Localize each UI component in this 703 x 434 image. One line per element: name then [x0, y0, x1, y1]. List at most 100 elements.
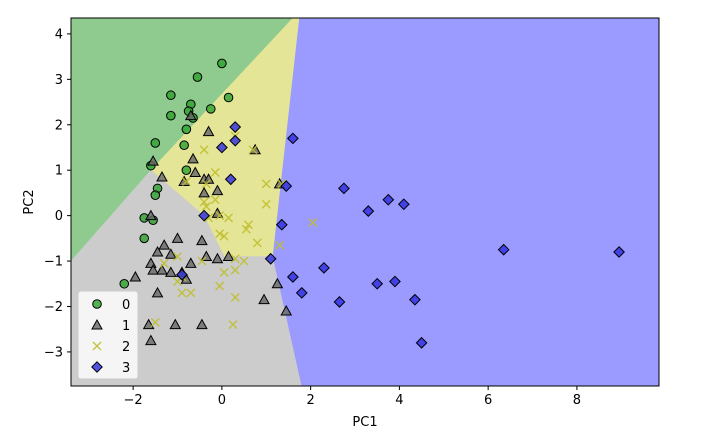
legend-marker-0 — [92, 299, 102, 309]
point-class-1-25 — [129, 270, 142, 282]
point-class-2-10 — [261, 199, 271, 209]
point-class-3-21 — [409, 293, 421, 306]
x-tick-label: 8 — [573, 393, 581, 408]
y-tick-label: −1 — [44, 255, 63, 270]
point-class-0-6 — [205, 104, 216, 114]
point-class-2-30 — [173, 277, 183, 287]
point-class-2-22 — [173, 252, 183, 262]
point-class-1-9 — [211, 184, 224, 196]
point-class-3-23 — [176, 268, 188, 281]
point-class-2-6 — [261, 179, 271, 189]
x-axis: −2 0 2 4 6 8 — [124, 386, 581, 408]
y-tick-label: 4 — [55, 27, 63, 42]
point-class-3-13 — [613, 246, 625, 258]
point-class-2-2 — [199, 145, 209, 155]
point-class-1-19 — [184, 257, 197, 268]
point-class-3-9 — [397, 198, 410, 211]
point-class-2-8 — [199, 197, 209, 207]
point-class-2-12 — [215, 211, 225, 221]
y-tick-label: 3 — [55, 73, 63, 88]
legend-marker-1 — [91, 318, 103, 330]
point-class-3-20 — [333, 296, 346, 308]
point-class-2-21 — [275, 240, 285, 250]
point-class-0-4 — [223, 92, 234, 103]
point-class-2-7 — [210, 195, 220, 205]
y-tick-label: 2 — [55, 118, 63, 133]
point-class-0-0 — [217, 58, 227, 69]
point-class-1-32 — [142, 318, 155, 330]
point-class-2-19 — [241, 224, 251, 234]
x-tick-label: 6 — [484, 393, 492, 408]
point-class-3-10 — [198, 209, 211, 222]
point-class-1-36 — [189, 166, 202, 177]
point-class-1-18 — [222, 250, 235, 262]
region-class-3 — [272, 18, 659, 386]
legend-label-2: 2 — [122, 340, 130, 355]
point-class-2-24 — [239, 256, 249, 266]
point-class-1-23 — [164, 266, 177, 277]
point-class-2-16 — [308, 217, 318, 227]
point-class-2-15 — [244, 220, 254, 230]
point-class-1-7 — [202, 173, 215, 184]
point-class-1-27 — [271, 277, 284, 289]
point-class-3-19 — [295, 286, 308, 299]
point-class-0-2 — [166, 90, 176, 101]
point-class-2-1 — [248, 145, 258, 155]
x-tick-label: 0 — [218, 393, 226, 408]
point-class-3-7 — [362, 205, 375, 217]
point-class-2-28 — [230, 265, 240, 275]
point-class-2-20 — [252, 238, 262, 248]
point-class-2-31 — [215, 281, 225, 291]
point-class-3-1 — [229, 134, 242, 147]
point-class-3-3 — [286, 132, 299, 145]
point-class-1-0 — [184, 109, 197, 121]
point-class-1-38 — [196, 234, 208, 246]
point-class-3-11 — [275, 218, 288, 231]
point-class-3-0 — [229, 121, 242, 133]
point-class-1-1 — [202, 125, 215, 137]
legend-label-1: 1 — [122, 319, 130, 334]
point-class-3-5 — [280, 180, 293, 193]
point-class-0-7 — [166, 110, 176, 121]
point-class-0-9 — [181, 124, 192, 135]
point-class-2-25 — [197, 256, 207, 266]
y-tick-label: −3 — [44, 345, 63, 360]
point-class-0-11 — [179, 140, 189, 151]
point-class-2-26 — [159, 258, 169, 268]
point-class-2-23 — [230, 254, 240, 264]
legend-box — [77, 290, 139, 380]
point-class-1-14 — [164, 248, 177, 259]
x-tick-label: 4 — [395, 393, 403, 408]
x-tick-label: −2 — [124, 393, 143, 408]
x-axis-label: PC1 — [352, 415, 377, 430]
point-class-1-22 — [156, 264, 168, 275]
point-class-3-22 — [415, 336, 428, 349]
y-tick-label: −2 — [44, 300, 63, 315]
point-class-1-34 — [145, 334, 157, 346]
point-class-3-2 — [215, 141, 228, 154]
point-class-0-10 — [150, 138, 161, 148]
point-class-1-15 — [151, 245, 164, 257]
point-class-1-21 — [147, 264, 159, 275]
point-class-0-1 — [192, 72, 203, 82]
point-class-2-32 — [177, 288, 187, 298]
point-class-2-13 — [224, 213, 234, 223]
legend-marker-2 — [92, 341, 102, 351]
point-class-0-19 — [119, 278, 130, 289]
point-class-3-12 — [497, 243, 510, 256]
legend-marker-3 — [91, 361, 103, 373]
y-axis: −3 −2 −1 0 1 2 3 4 — [44, 27, 71, 360]
point-class-2-34 — [230, 292, 240, 302]
point-class-1-12 — [171, 232, 184, 243]
point-class-2-18 — [219, 231, 229, 241]
point-class-1-31 — [169, 318, 182, 330]
point-class-2-5 — [201, 179, 211, 189]
point-class-1-29 — [258, 293, 270, 305]
point-class-3-4 — [224, 173, 237, 186]
point-class-2-9 — [201, 202, 211, 212]
point-class-1-11 — [145, 209, 157, 221]
point-class-3-16 — [286, 271, 299, 283]
point-class-3-8 — [382, 193, 395, 206]
